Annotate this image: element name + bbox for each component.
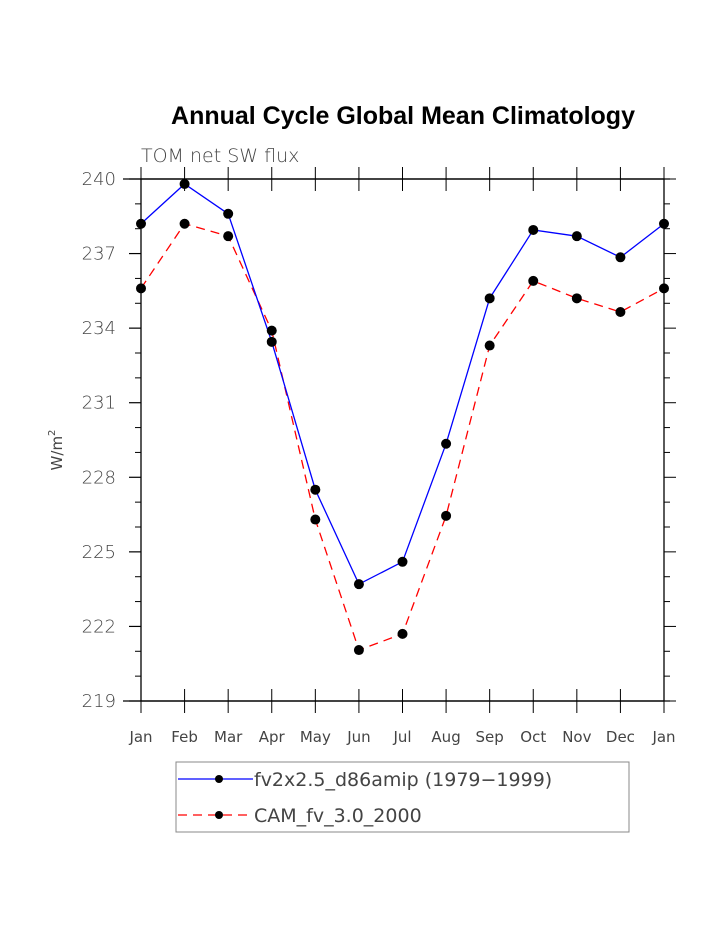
x-tick-label: Sep	[476, 728, 504, 746]
chart-title: Annual Cycle Global Mean Climatology	[171, 102, 635, 130]
series-line-0	[140, 183, 665, 586]
y-tick-label: 222	[82, 616, 116, 637]
chart-subtitle: TOM net SW flux	[141, 145, 299, 167]
data-point-s0-3	[266, 336, 277, 347]
x-tick-label: Feb	[171, 728, 198, 746]
y-tick-label: 219	[82, 691, 116, 712]
y-axis-label: W/m2	[47, 430, 66, 471]
series-lines	[140, 183, 665, 651]
x-tick-label: Jan	[651, 728, 675, 746]
y-tick-label: 234	[82, 318, 116, 339]
data-point-s0-2	[223, 208, 234, 219]
plot-frame	[140, 178, 665, 702]
data-point-s1-8	[484, 340, 495, 351]
data-point-s0-9	[528, 224, 539, 235]
legend-swatch-marker-1	[215, 811, 223, 819]
svg-text:W/m2: W/m2	[47, 430, 66, 471]
data-point-s1-5	[353, 645, 364, 656]
series-points	[136, 178, 669, 656]
x-tick-label: Nov	[562, 728, 591, 746]
data-point-s0-6	[397, 556, 408, 567]
y-axis-ticks: 219 222 225 228 231 234 237 240	[82, 169, 676, 712]
x-tick-label: Jan	[128, 728, 152, 746]
y-tick-label: 231	[82, 393, 116, 414]
plot-axes	[140, 178, 665, 702]
legend-label-0: fv2x2.5_d86amip (1979−1999)	[254, 769, 552, 791]
y-axis-label-superscript: 2	[47, 430, 58, 436]
y-axis-label-text: W/m	[48, 436, 66, 471]
y-tick-label: 225	[82, 542, 116, 563]
data-point-s0-10	[571, 231, 582, 242]
data-point-s1-4	[310, 514, 321, 525]
legend: fv2x2.5_d86amip (1979−1999) CAM_fv_3.0_2…	[175, 761, 630, 833]
data-point-s1-10	[571, 293, 582, 304]
data-point-s0-11	[615, 252, 626, 263]
x-tick-label: Mar	[214, 728, 243, 746]
data-point-s1-12	[659, 283, 669, 294]
data-point-s1-0	[136, 283, 146, 294]
y-tick-label: 228	[82, 467, 116, 488]
x-tick-label: Jul	[392, 728, 411, 746]
y-tick-label: 240	[82, 169, 116, 190]
x-tick-label: Jun	[346, 728, 370, 746]
data-point-s0-7	[441, 438, 452, 449]
legend-item-0: fv2x2.5_d86amip (1979−1999)	[178, 769, 552, 791]
x-tick-label: Apr	[259, 728, 286, 746]
data-point-s1-1	[179, 218, 190, 229]
data-point-s0-4	[310, 484, 321, 495]
data-point-s1-6	[397, 628, 408, 639]
series-line-1	[140, 222, 665, 651]
data-point-s0-1	[179, 178, 190, 189]
x-tick-label: Dec	[606, 728, 635, 746]
data-point-s0-8	[484, 293, 495, 304]
data-point-s1-7	[441, 510, 452, 521]
legend-swatch-marker-0	[215, 775, 223, 783]
data-point-s1-2	[223, 231, 234, 242]
data-point-s0-5	[353, 579, 364, 590]
data-point-s1-11	[615, 306, 626, 317]
x-axis-ticks: Jan Feb Mar Apr May Jun Jul Aug Sep Oct Nov Dec Jan	[123, 167, 676, 746]
data-point-s1-9	[528, 275, 539, 286]
data-point-s0-0	[136, 218, 146, 229]
legend-label-1: CAM_fv_3.0_2000	[254, 805, 422, 827]
legend-item-1: CAM_fv_3.0_2000	[178, 805, 422, 827]
legend-box	[175, 761, 630, 833]
x-tick-label: Oct	[520, 728, 546, 746]
data-point-s1-3	[266, 325, 277, 336]
y-tick-label: 237	[82, 244, 116, 265]
x-tick-label: May	[300, 728, 331, 746]
data-point-s0-12	[659, 218, 669, 229]
x-tick-label: Aug	[431, 728, 460, 746]
